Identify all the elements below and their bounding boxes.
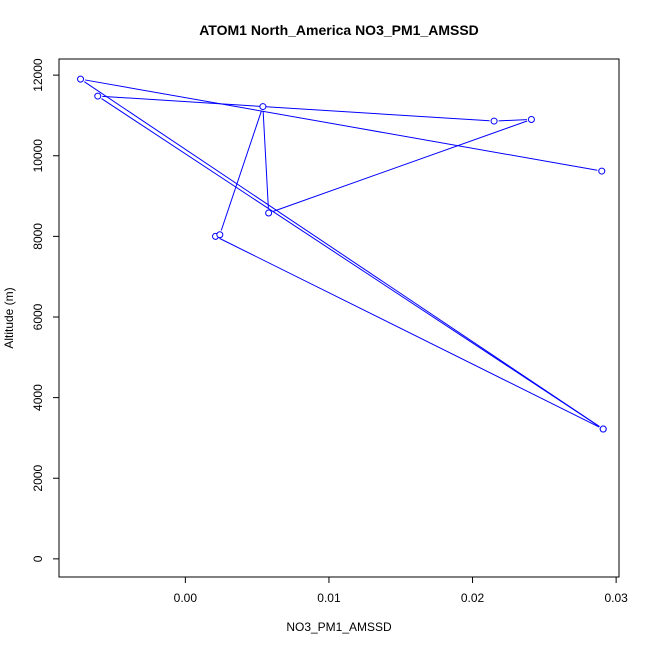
series-segment — [101, 98, 600, 427]
y-tick-label: 6000 — [31, 303, 45, 330]
data-point — [265, 209, 273, 217]
y-tick-label: 8000 — [31, 223, 45, 250]
x-tick-label: 0.01 — [317, 591, 341, 605]
data-point — [94, 92, 102, 100]
series-segment — [102, 95, 490, 122]
chart-title: ATOM1 North_America NO3_PM1_AMSSD — [199, 22, 479, 38]
y-axis-label: Altitude (m) — [2, 287, 16, 348]
series-segment — [272, 120, 528, 212]
series-segment — [219, 237, 600, 428]
x-axis-label: NO3_PM1_AMSSD — [286, 620, 392, 634]
series-segment — [83, 81, 600, 427]
series-group — [77, 75, 607, 433]
data-point — [598, 167, 606, 175]
series-segment — [220, 110, 262, 231]
y-tick-label: 4000 — [31, 384, 45, 411]
plot-frame — [58, 58, 620, 578]
data-point — [490, 117, 498, 125]
x-tick-label: 0.03 — [604, 591, 628, 605]
series-segment — [498, 119, 527, 122]
x-axis: 0.00 0.01 0.02 0.03 — [174, 577, 628, 605]
data-point — [599, 425, 607, 433]
x-tick-label: 0.02 — [461, 591, 485, 605]
data-point — [216, 231, 224, 239]
y-axis: 0 2000 4000 6000 8000 10000 12000 — [31, 58, 59, 562]
data-point — [527, 115, 535, 123]
y-tick-label: 0 — [31, 555, 45, 562]
y-tick-label: 10000 — [31, 139, 45, 173]
y-tick-label: 12000 — [31, 58, 45, 92]
x-tick-label: 0.00 — [174, 591, 198, 605]
series-segment — [84, 79, 598, 171]
y-tick-label: 2000 — [31, 465, 45, 492]
data-point — [77, 75, 85, 83]
data-point — [259, 103, 267, 111]
series-segment — [262, 111, 269, 209]
